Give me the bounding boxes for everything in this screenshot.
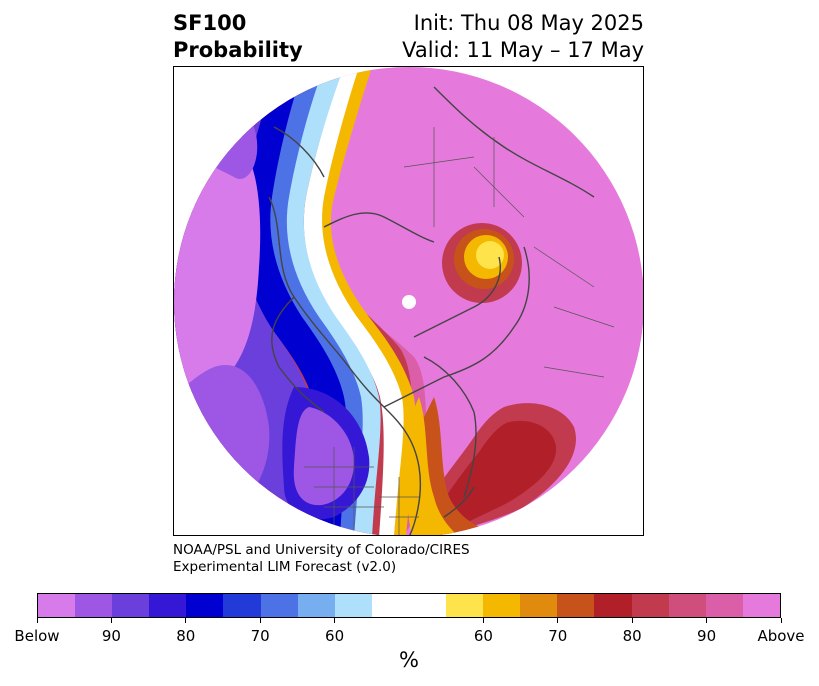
colorbar-unit: % xyxy=(399,648,419,672)
colorbar-segment xyxy=(742,594,780,617)
init-date: Init: Thu 08 May 2025 xyxy=(413,11,644,35)
colorbar-tick-label: Above xyxy=(757,627,805,645)
eastern-na-orange xyxy=(416,397,504,535)
variable-label: SF100 xyxy=(173,11,247,35)
colorbar-tick-label: 90 xyxy=(697,627,717,645)
below-90-east-pacific xyxy=(174,365,270,535)
colorbar-segment xyxy=(260,594,298,617)
political-boundaries xyxy=(304,127,615,535)
map-panel xyxy=(173,66,644,536)
below-90-western-na xyxy=(293,407,354,506)
colorbar-tickmark xyxy=(110,618,112,623)
siberia-yellow-core xyxy=(476,241,504,269)
colorbar-tickmark xyxy=(706,618,708,623)
colorbar-segment xyxy=(408,594,447,617)
product-label: Probability xyxy=(173,38,303,62)
colorbar-segment xyxy=(38,594,76,617)
colorbar-tickmark xyxy=(259,618,261,623)
colorbar-segment xyxy=(112,594,150,617)
colorbar-segment xyxy=(223,594,261,617)
pole-marker xyxy=(402,295,416,309)
colorbar-segment xyxy=(186,594,224,617)
colorbar-tickmark xyxy=(557,618,559,623)
colorbar-segment xyxy=(594,594,632,617)
below-90-north-pacific xyxy=(174,103,258,179)
colorbar-tick-label: 90 xyxy=(101,627,121,645)
colorbar-segment xyxy=(520,594,558,617)
colorbar-segment xyxy=(557,594,595,617)
credit-line-1: NOAA/PSL and University of Colorado/CIRE… xyxy=(173,542,470,558)
colorbar-tick-label: 80 xyxy=(176,627,196,645)
colorbar-segment xyxy=(483,594,521,617)
near-normal-band xyxy=(303,67,404,535)
valid-range: Valid: 11 May – 17 May xyxy=(402,38,644,62)
colorbar-segment xyxy=(705,594,743,617)
colorbar-segment xyxy=(371,594,409,617)
credit-text: NOAA/PSL and University of Colorado/CIRE… xyxy=(173,542,470,576)
credit-line-2: Experimental LIM Forecast (v2.0) xyxy=(173,559,397,575)
colorbar-tickmark xyxy=(185,618,187,623)
colorbar-tickmark xyxy=(36,618,38,623)
probability-field xyxy=(174,67,643,535)
colorbar-tick-label: 60 xyxy=(325,627,345,645)
colorbar-tick-label: 70 xyxy=(548,627,568,645)
polar-map xyxy=(174,67,643,535)
colorbar-segment xyxy=(75,594,113,617)
colorbar-tick-label: Below xyxy=(14,627,60,645)
eastern-na-yellow xyxy=(404,397,459,535)
colorbar-tickmark xyxy=(631,618,633,623)
colorbar-tick-label: 60 xyxy=(473,627,493,645)
forecast-dates: Init: Thu 08 May 2025 Valid: 11 May – 17… xyxy=(402,10,644,64)
coastlines xyxy=(268,86,595,535)
colorbar-segment xyxy=(631,594,669,617)
colorbar-tickmark xyxy=(482,618,484,623)
colorbar-segment xyxy=(334,594,372,617)
frontal-yellow-band xyxy=(313,67,416,535)
colorbar-tickmark xyxy=(334,618,336,623)
colorbar-segment xyxy=(297,594,335,617)
colorbar-tick-label: 70 xyxy=(250,627,270,645)
colorbar-tick-label: 80 xyxy=(622,627,642,645)
colorbar-segment xyxy=(446,594,484,617)
colorbar-segment xyxy=(149,594,187,617)
colorbar-segment xyxy=(668,594,706,617)
chart-title: SF100 Probability xyxy=(173,10,303,64)
colorbar xyxy=(37,593,781,618)
colorbar-tickmark xyxy=(780,618,782,623)
